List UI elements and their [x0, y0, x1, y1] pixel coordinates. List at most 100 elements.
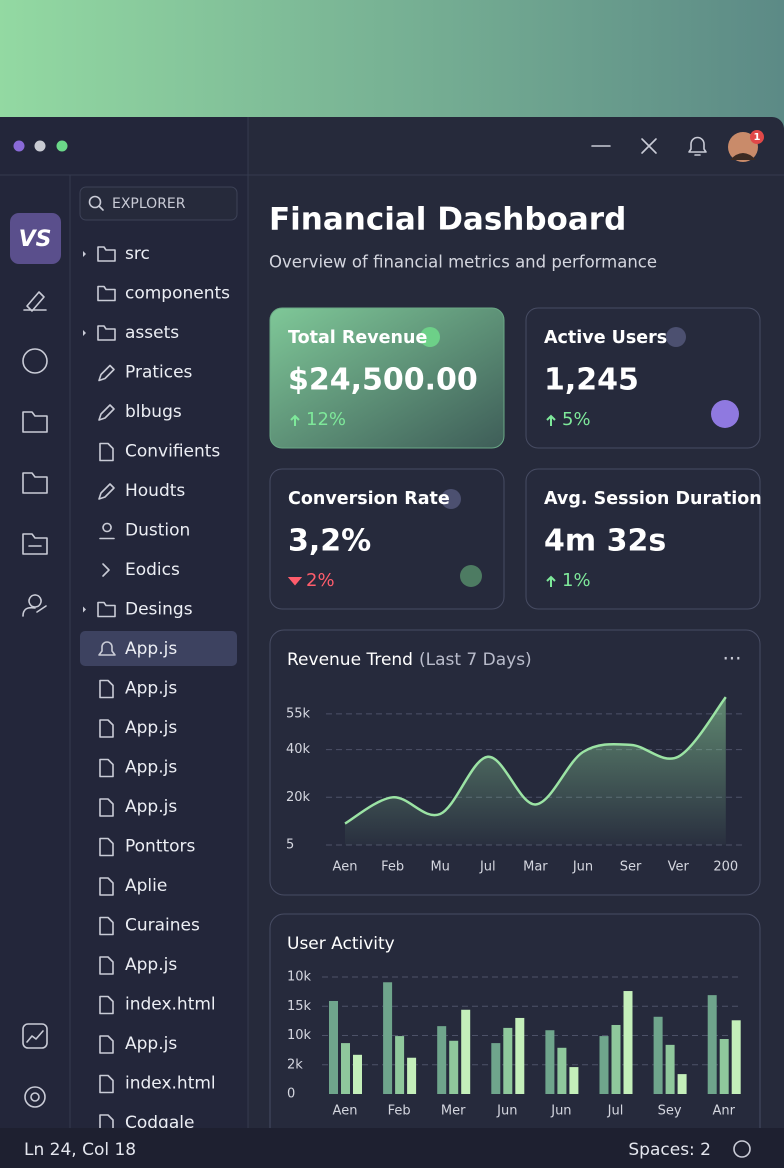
- activity-icon[interactable]: [22, 411, 48, 433]
- card-icon: [441, 489, 461, 509]
- activity-icon[interactable]: [22, 348, 48, 374]
- more-menu[interactable]: ···: [722, 647, 741, 671]
- x-tick-label: Feb: [381, 860, 404, 875]
- card-change: 5%: [562, 409, 591, 430]
- page-title: Financial Dashboard: [269, 202, 626, 238]
- file-row[interactable]: [98, 483, 115, 500]
- file-icon: [102, 563, 110, 577]
- file-name: components: [125, 284, 230, 304]
- file-name: index.html: [125, 995, 216, 1015]
- activity-icon[interactable]: [26, 1030, 44, 1043]
- y-tick-label: 40k: [286, 742, 311, 757]
- file-row[interactable]: [102, 563, 110, 577]
- search-placeholder: EXPLORER: [112, 196, 186, 212]
- file-row[interactable]: [98, 641, 116, 656]
- file-name: src: [125, 244, 150, 264]
- file-name: App.js: [125, 1034, 177, 1054]
- bar: [395, 1036, 405, 1094]
- activity-icon[interactable]: [22, 472, 48, 494]
- file-icon: [99, 877, 114, 896]
- card-value: $24,500.00: [288, 363, 478, 398]
- file-row[interactable]: [99, 1074, 114, 1094]
- file-row[interactable]: [99, 877, 114, 896]
- card-title: Total Revenue: [288, 328, 427, 348]
- bar: [599, 1036, 609, 1094]
- file-row[interactable]: [83, 246, 116, 262]
- y-tick-label: 5: [286, 837, 294, 852]
- activity-icon[interactable]: [22, 594, 47, 617]
- card[interactable]: [525, 468, 761, 610]
- file-name: Ponttors: [125, 837, 196, 857]
- file-name: Aplie: [125, 876, 167, 896]
- settings[interactable]: [24, 1086, 46, 1108]
- file-row[interactable]: [99, 719, 114, 738]
- file-row[interactable]: [83, 601, 116, 618]
- card-title: Avg. Session Duration: [544, 489, 762, 509]
- bar: [653, 1016, 663, 1094]
- status-settings[interactable]: [733, 1140, 751, 1158]
- file-name: Desings: [125, 600, 193, 620]
- file-row[interactable]: [99, 758, 114, 778]
- file-name: Eodics: [125, 560, 180, 580]
- activity-icon[interactable]: [23, 291, 47, 312]
- bar: [407, 1057, 417, 1094]
- x-tick-label: 200: [713, 860, 738, 875]
- bar: [545, 1030, 555, 1094]
- bell[interactable]: [688, 136, 707, 156]
- file-name: index.html: [125, 1074, 216, 1094]
- file-row[interactable]: [97, 285, 116, 302]
- file-icon: [99, 442, 114, 462]
- selected-row: [80, 631, 237, 666]
- bar: [569, 1067, 579, 1094]
- file-row[interactable]: [99, 679, 114, 699]
- file-row[interactable]: [99, 837, 114, 857]
- file-icon: [98, 483, 115, 500]
- logo-bg[interactable]: [10, 213, 61, 264]
- x-tick-label: Anr: [712, 1104, 735, 1119]
- file-name: App.js: [125, 639, 177, 659]
- search-box[interactable]: [79, 186, 238, 221]
- backdrop: [0, 0, 784, 140]
- x-tick-label: Feb: [388, 1104, 411, 1119]
- x-tick-label: Aen: [333, 1104, 358, 1119]
- bar: [719, 1039, 729, 1094]
- file-row[interactable]: [99, 522, 115, 540]
- file-row[interactable]: [99, 956, 114, 975]
- file-name: App.js: [125, 797, 177, 817]
- card-value: 3,2%: [288, 524, 371, 559]
- file-row[interactable]: [99, 798, 114, 817]
- file-row[interactable]: [98, 364, 115, 382]
- file-icon: [99, 1035, 114, 1054]
- badge-count: 1: [754, 132, 761, 143]
- close[interactable]: [641, 138, 657, 154]
- file-icon: [99, 956, 114, 975]
- file-row[interactable]: [98, 404, 115, 421]
- activity-icon[interactable]: [22, 1023, 48, 1049]
- logo: VS: [19, 227, 52, 252]
- status-position: Ln 24, Col 18: [24, 1140, 136, 1160]
- file-row[interactable]: [99, 1035, 114, 1054]
- file-row[interactable]: [99, 995, 114, 1015]
- chevron: [83, 251, 86, 257]
- x-tick-label: Mu: [430, 860, 449, 875]
- file-name: App.js: [125, 758, 177, 778]
- file-icon: [99, 719, 114, 738]
- activity-icon[interactable]: [22, 533, 48, 555]
- file-row[interactable]: [83, 325, 116, 341]
- file-name: App.js: [125, 718, 177, 738]
- file-icon: [98, 641, 116, 656]
- trend-arrow: [287, 577, 303, 586]
- card-icon: [711, 400, 739, 428]
- x-tick-label: Sey: [658, 1104, 682, 1119]
- file-icon: [99, 995, 114, 1015]
- file-name: blbugs: [125, 402, 182, 422]
- status-bar: [0, 1128, 784, 1168]
- file-icon: [99, 522, 115, 540]
- card[interactable]: [525, 307, 761, 449]
- file-row[interactable]: [99, 442, 114, 462]
- file-row[interactable]: [99, 916, 114, 936]
- card[interactable]: [269, 307, 505, 449]
- line: [344, 696, 727, 825]
- card-title: Active Users: [544, 328, 667, 348]
